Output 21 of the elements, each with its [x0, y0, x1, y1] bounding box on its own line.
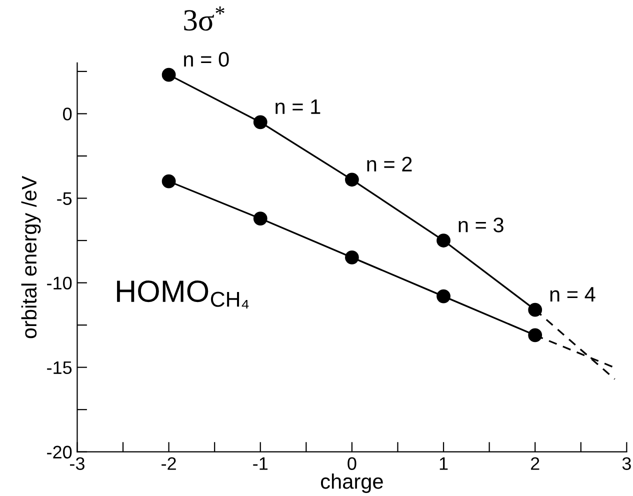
y-tick-label: 0: [63, 108, 72, 120]
annotation: n = 4: [550, 287, 596, 302]
series-label: 3σ$^{*}$: [184, 6, 224, 31]
annotation: n = 1: [276, 100, 320, 114]
y-tick-label: -20: [47, 446, 72, 459]
x-tick-label: -1: [253, 457, 268, 470]
y-axis-title: orbital energy /eV: [21, 176, 41, 338]
annotation: n = 3: [458, 218, 504, 232]
x-tick-label: 1: [440, 457, 448, 470]
x-tick-label: 3: [622, 457, 631, 470]
x-tick-label: 0: [348, 457, 356, 470]
series-label: HOMO$_{CH₄}$: [117, 280, 249, 308]
x-tick-label: -2: [162, 457, 176, 470]
x-tick-label: -3: [70, 457, 84, 470]
y-tick-label: -10: [47, 276, 72, 290]
x-tick-label: 2: [530, 457, 540, 470]
y-tick-label: -5: [57, 192, 72, 205]
annotation: n = 2: [367, 156, 412, 172]
annotation: n = 0: [184, 52, 229, 67]
y-tick-label: -15: [47, 361, 72, 374]
x-axis-title: charge: [320, 474, 383, 493]
